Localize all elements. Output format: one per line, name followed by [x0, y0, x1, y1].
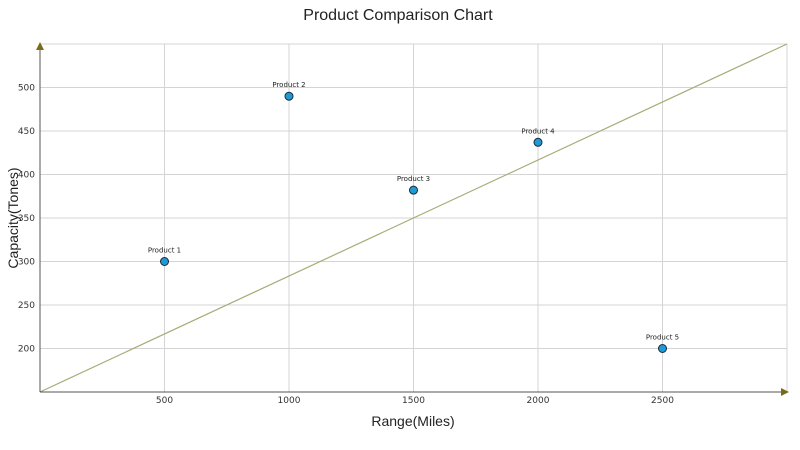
- data-point: [533, 137, 543, 147]
- y-axis-label: Capacity(Tones): [5, 167, 21, 268]
- y-tick-label: 450: [18, 127, 35, 137]
- tick-labels: 500 1000 1500 2000 2500 200 250 300 350 400 450 500: [18, 84, 674, 407]
- data-points: Product 1 Product 2 Product 3 Product 4 Prod…: [148, 81, 679, 353]
- data-point: [658, 344, 667, 353]
- trendline: [39, 43, 788, 393]
- data-point-label: Product 4: [521, 127, 555, 135]
- y-tick-label: 300: [18, 258, 35, 268]
- trendline-layer: [39, 43, 788, 393]
- y-tick-label: 200: [18, 345, 35, 355]
- data-point-label: Product 2: [272, 81, 305, 89]
- x-axis-label: Range(Miles): [371, 413, 454, 429]
- data-point: [409, 185, 418, 195]
- y-tick-label: 500: [18, 84, 35, 94]
- grid: [40, 43, 788, 392]
- data-point-label: Product 5: [646, 334, 679, 342]
- x-tick-label: 2000: [527, 396, 550, 406]
- y-tick-label: 400: [18, 171, 35, 181]
- x-tick-label: 2500: [651, 396, 674, 406]
- data-point: [284, 91, 294, 101]
- data-point-label: Product 3: [397, 175, 430, 183]
- data-point-label: Product 1: [148, 247, 181, 255]
- x-tick-label: 500: [156, 396, 173, 406]
- y-axis-arrow-icon: [36, 42, 44, 50]
- data-point: [160, 257, 169, 266]
- axes: [36, 42, 789, 396]
- y-tick-label: 250: [18, 301, 35, 311]
- x-axis-arrow-icon: [781, 388, 789, 396]
- y-tick-label: 350: [18, 214, 35, 224]
- x-tick-label: 1500: [402, 396, 425, 406]
- chart-title: Product Comparison Chart: [303, 7, 493, 24]
- x-tick-label: 1000: [278, 396, 301, 406]
